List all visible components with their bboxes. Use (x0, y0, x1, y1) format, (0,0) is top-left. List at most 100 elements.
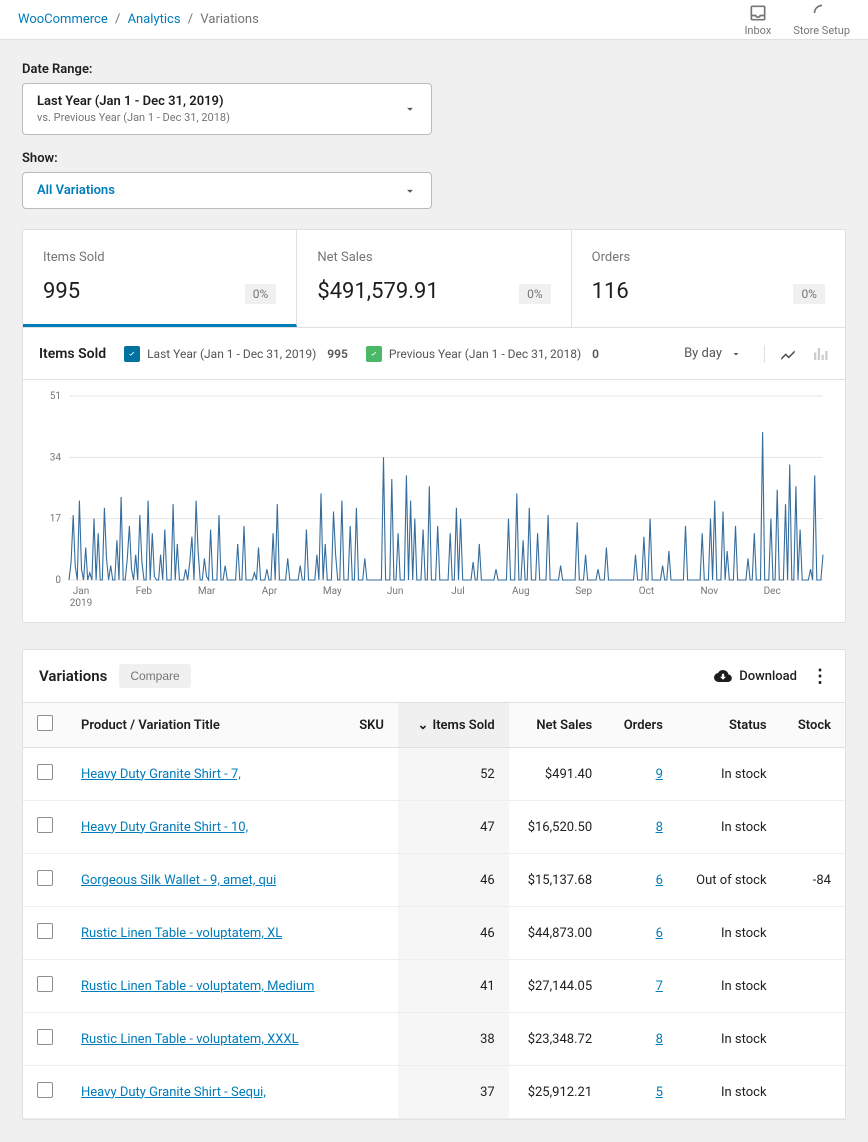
row-checkbox[interactable] (37, 870, 53, 886)
orders-link[interactable]: 5 (656, 1085, 663, 1100)
bar-chart-icon[interactable] (811, 345, 829, 363)
inbox-button[interactable]: Inbox (744, 3, 771, 37)
col-title[interactable]: Product / Variation Title (67, 703, 342, 748)
col-sku[interactable]: SKU (342, 703, 398, 748)
header-actions: Inbox Store Setup (744, 3, 850, 37)
cell-status: In stock (677, 960, 781, 1013)
cell-net-sales: $27,144.05 (509, 960, 606, 1013)
table-row: Gorgeous Silk Wallet - 9, amet, qui46$15… (23, 854, 845, 907)
date-range-select[interactable]: Last Year (Jan 1 - Dec 31, 2019) vs. Pre… (22, 83, 432, 135)
orders-link[interactable]: 8 (656, 820, 663, 835)
svg-text:Aug: Aug (512, 586, 530, 597)
orders-link[interactable]: 9 (656, 767, 663, 782)
row-checkbox[interactable] (37, 764, 53, 780)
cell-status: Out of stock (677, 854, 781, 907)
compare-button[interactable]: Compare (119, 664, 190, 688)
cell-stock (781, 1013, 845, 1066)
breadcrumb-sep: / (188, 12, 193, 27)
chevron-down-icon (403, 184, 417, 198)
stat-label: Items Sold (43, 250, 276, 265)
cell-net-sales: $491.40 (509, 748, 606, 801)
inbox-icon (748, 3, 768, 23)
download-button[interactable]: Download (714, 667, 797, 685)
stats-card: Items Sold 995 0% Net Sales $491,579.91 … (22, 229, 846, 623)
cell-items-sold: 38 (398, 1013, 509, 1066)
stat-delta: 0% (793, 284, 825, 304)
interval-select[interactable]: By day (674, 340, 752, 367)
breadcrumb-section[interactable]: Analytics (128, 12, 181, 27)
store-setup-button[interactable]: Store Setup (793, 3, 850, 37)
cell-status: In stock (677, 1013, 781, 1066)
cell-items-sold: 37 (398, 1066, 509, 1119)
legend-check-current (124, 346, 140, 362)
table-row: Heavy Duty Granite Shirt - 7,52$491.409I… (23, 748, 845, 801)
col-stock[interactable]: Stock (781, 703, 845, 748)
svg-text:2019: 2019 (70, 598, 92, 609)
breadcrumb-root[interactable]: WooCommerce (18, 12, 108, 27)
row-checkbox[interactable] (37, 817, 53, 833)
col-status[interactable]: Status (677, 703, 781, 748)
stat-tab-orders[interactable]: Orders 116 0% (572, 230, 845, 327)
line-chart-icon[interactable] (779, 345, 797, 363)
row-checkbox[interactable] (37, 1029, 53, 1045)
svg-text:0: 0 (55, 575, 61, 586)
cell-sku (342, 907, 398, 960)
stat-tab-net-sales[interactable]: Net Sales $491,579.91 0% (297, 230, 571, 327)
stat-value: $491,579.91 (317, 279, 438, 304)
select-all-checkbox[interactable] (37, 715, 53, 731)
check-icon (369, 349, 379, 359)
cell-net-sales: $25,912.21 (509, 1066, 606, 1119)
svg-text:Oct: Oct (639, 586, 654, 597)
row-checkbox[interactable] (37, 1082, 53, 1098)
variation-link[interactable]: Rustic Linen Table - voluptatem, XL (81, 926, 282, 941)
variation-link[interactable]: Heavy Duty Granite Shirt - 7, (81, 767, 241, 782)
row-checkbox[interactable] (37, 976, 53, 992)
cell-items-sold: 46 (398, 907, 509, 960)
orders-link[interactable]: 7 (656, 979, 663, 994)
cell-stock (781, 748, 845, 801)
svg-text:Jul: Jul (451, 586, 464, 597)
show-select[interactable]: All Variations (22, 172, 432, 209)
col-items-sold[interactable]: ⌄Items Sold (398, 703, 509, 748)
stat-value: 116 (592, 279, 629, 304)
variation-link[interactable]: Rustic Linen Table - voluptatem, Medium (81, 979, 314, 994)
variation-link[interactable]: Gorgeous Silk Wallet - 9, amet, qui (81, 873, 276, 888)
col-orders[interactable]: Orders (606, 703, 677, 748)
chart-svg: 0173451JanFebMarAprMayJunJulAugSepOctNov… (39, 390, 829, 610)
svg-text:Feb: Feb (136, 586, 153, 597)
legend-previous[interactable]: Previous Year (Jan 1 - Dec 31, 2018) 0 (366, 346, 599, 362)
cell-status: In stock (677, 1066, 781, 1119)
breadcrumb-sep: / (115, 12, 120, 27)
stat-value: 995 (43, 279, 80, 304)
svg-text:Nov: Nov (701, 586, 719, 597)
chart-title: Items Sold (39, 346, 106, 362)
cell-stock: -84 (781, 854, 845, 907)
orders-link[interactable]: 6 (656, 926, 663, 941)
inbox-label: Inbox (744, 24, 771, 37)
variation-link[interactable]: Rustic Linen Table - voluptatem, XXXL (81, 1032, 299, 1047)
cell-sku (342, 748, 398, 801)
cell-net-sales: $44,873.00 (509, 907, 606, 960)
chevron-down-icon (403, 102, 417, 116)
store-setup-label: Store Setup (793, 24, 850, 37)
legend-check-previous (366, 346, 382, 362)
stat-tab-items-sold[interactable]: Items Sold 995 0% (23, 230, 297, 327)
row-checkbox[interactable] (37, 923, 53, 939)
legend-current[interactable]: Last Year (Jan 1 - Dec 31, 2019) 995 (124, 346, 348, 362)
variation-link[interactable]: Heavy Duty Granite Shirt - 10, (81, 820, 248, 835)
cell-status: In stock (677, 748, 781, 801)
download-label: Download (739, 669, 797, 684)
variation-link[interactable]: Heavy Duty Granite Shirt - Sequi, (81, 1085, 266, 1100)
table-row: Rustic Linen Table - voluptatem, Medium4… (23, 960, 845, 1013)
orders-link[interactable]: 8 (656, 1032, 663, 1047)
cell-net-sales: $23,348.72 (509, 1013, 606, 1066)
table-menu-button[interactable]: ⋮ (811, 666, 829, 687)
check-icon (127, 349, 137, 359)
legend-previous-value: 0 (592, 347, 599, 361)
cell-sku (342, 1013, 398, 1066)
cell-stock (781, 960, 845, 1013)
date-range-secondary: vs. Previous Year (Jan 1 - Dec 31, 2018) (37, 111, 230, 124)
col-net-sales[interactable]: Net Sales (509, 703, 606, 748)
table-row: Rustic Linen Table - voluptatem, XXXL 38$… (23, 1013, 845, 1066)
orders-link[interactable]: 6 (656, 873, 663, 888)
